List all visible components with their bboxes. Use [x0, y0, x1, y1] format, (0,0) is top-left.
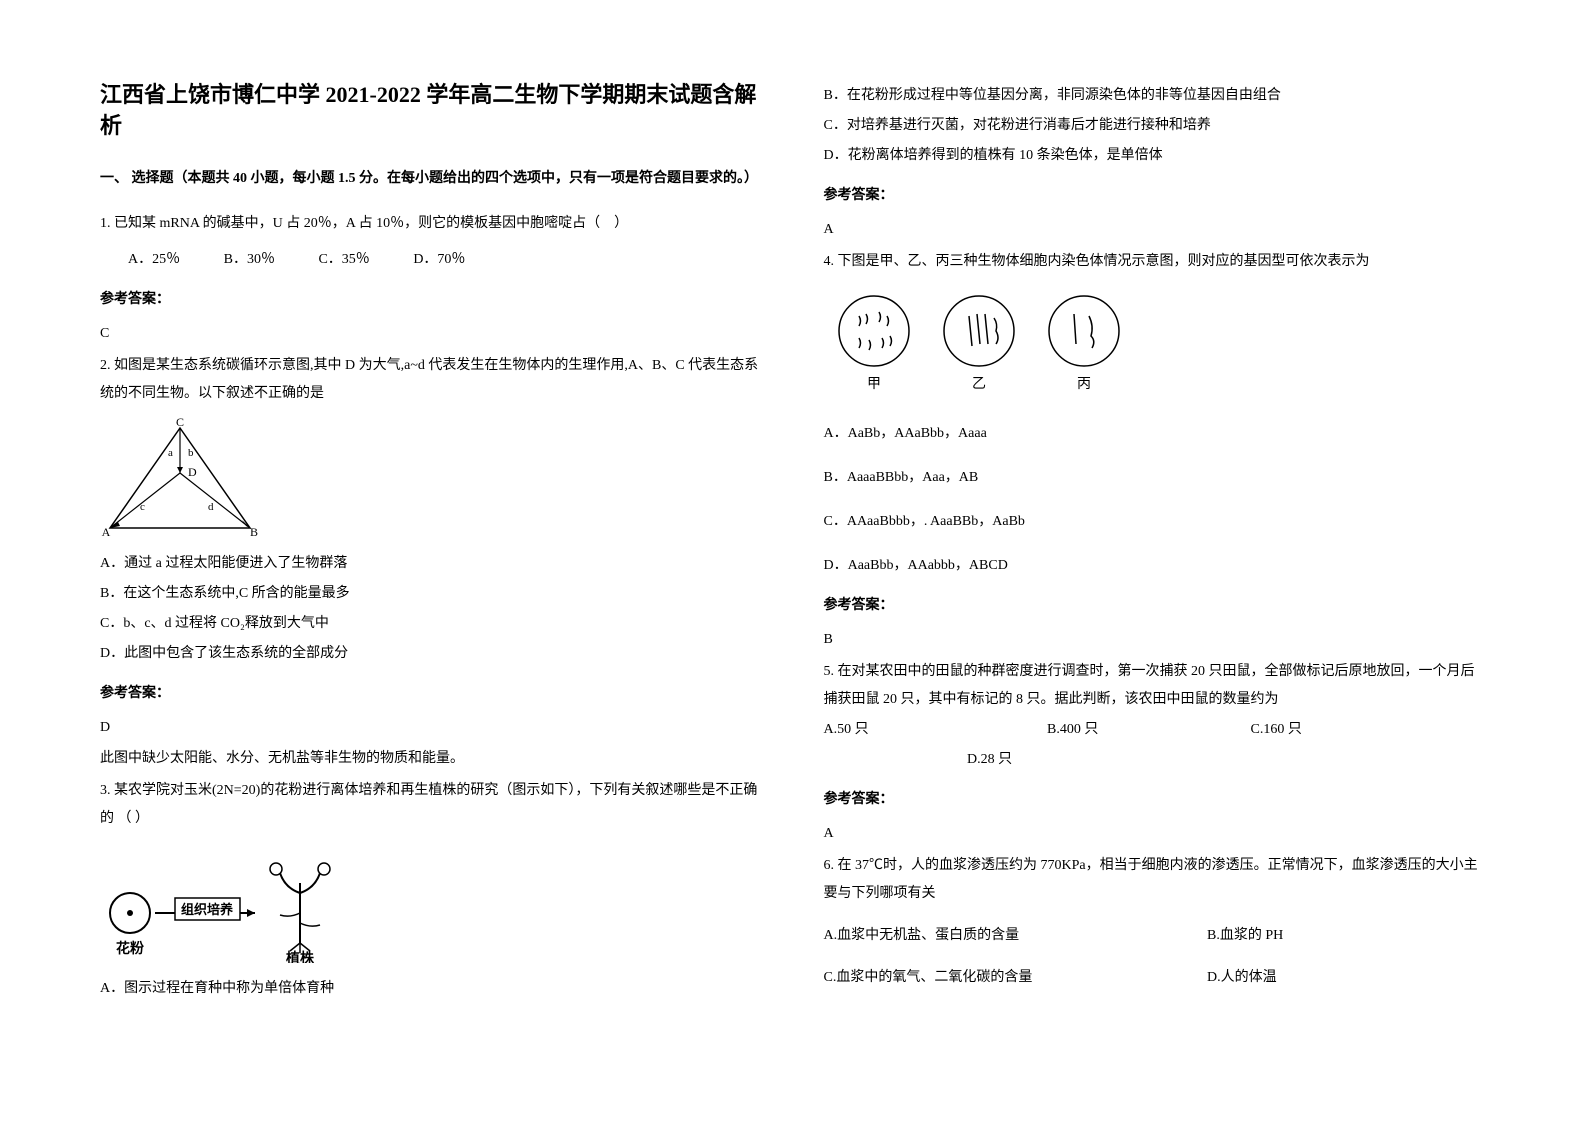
- q4-diagram: 甲 乙 丙: [824, 286, 1488, 396]
- q3-opt-a: A．图示过程在育种中称为单倍体育种: [100, 975, 764, 1003]
- q5-opt-b: B.400 只: [1047, 716, 1247, 744]
- q5-opt-c: C.160 只: [1251, 716, 1302, 744]
- q1-opt-a: A．25％: [128, 246, 180, 274]
- q1-opt-d: D．70％: [413, 246, 465, 274]
- svg-text:d: d: [208, 501, 214, 513]
- q1-answer: C: [100, 326, 764, 342]
- q1-opt-b: B．30％: [224, 246, 275, 274]
- svg-text:B: B: [250, 525, 258, 538]
- q5-options-row2: D.28 只: [824, 746, 1488, 774]
- q6-row2: C.血浆中的氧气、二氧化碳的含量 D.人的体温: [824, 964, 1488, 992]
- svg-text:植株: 植株: [285, 950, 315, 963]
- q3-diagram: 花粉 组织培养 植株: [100, 843, 764, 963]
- q1-options: A．25％ B．30％ C．35％ D．70％: [128, 246, 764, 274]
- q6-opt-a: A.血浆中无机盐、蛋白质的含量: [824, 922, 1204, 950]
- q4-opt-c: C．AAaaBbbb，. AaaBBb，AaBb: [824, 508, 1488, 536]
- q6-opt-c: C.血浆中的氧气、二氧化碳的含量: [824, 964, 1204, 992]
- left-column: 江西省上饶市博仁中学 2021-2022 学年高二生物下学期期末试题含解析 一、…: [100, 80, 764, 1082]
- q1-text: 1. 已知某 mRNA 的碱基中，U 占 20％，A 占 10％，则它的模板基因…: [100, 210, 764, 238]
- q2-text: 2. 如图是某生态系统碳循环示意图,其中 D 为大气,a~d 代表发生在生物体内…: [100, 352, 764, 408]
- q1-opt-c: C．35％: [318, 246, 369, 274]
- q3-answer: A: [824, 222, 1488, 238]
- q5-text: 5. 在对某农田中的田鼠的种群密度进行调查时，第一次捕获 20 只田鼠，全部做标…: [824, 658, 1488, 714]
- svg-text:A: A: [102, 525, 111, 538]
- q2-explanation: 此图中缺少太阳能、水分、无机盐等非生物的物质和能量。: [100, 746, 764, 771]
- svg-text:花粉: 花粉: [116, 940, 144, 957]
- svg-text:D: D: [188, 465, 197, 479]
- q2-answer: D: [100, 720, 764, 736]
- q4-answer-label: 参考答案：: [824, 594, 1488, 614]
- q6-opt-b: B.血浆的 PH: [1207, 922, 1283, 950]
- q6-text: 6. 在 37℃时，人的血浆渗透压约为 770KPa，相当于细胞内液的渗透压。正…: [824, 852, 1488, 908]
- q2-opt-c: C．b、c、d 过程将 CO₂释放到大气中: [100, 610, 764, 638]
- q4-opt-b: B．AaaaBBbb，Aaa，AB: [824, 464, 1488, 492]
- q2-opt-d: D．此图中包含了该生态系统的全部成分: [100, 640, 764, 668]
- q5-options-row1: A.50 只 B.400 只 C.160 只: [824, 716, 1488, 744]
- svg-text:b: b: [188, 447, 194, 459]
- svg-text:甲: 甲: [867, 377, 881, 392]
- q6-opt-d: D.人的体温: [1207, 964, 1277, 992]
- svg-text:a: a: [168, 447, 173, 459]
- svg-text:组织培养: 组织培养: [181, 902, 234, 917]
- q4-opt-a: A．AaBb，AAaBbb，Aaaa: [824, 420, 1488, 448]
- q5-opt-a: A.50 只: [824, 716, 1044, 744]
- q2-diagram: C A B D a b c d: [100, 418, 764, 538]
- q5-answer-label: 参考答案：: [824, 788, 1488, 808]
- document-title: 江西省上饶市博仁中学 2021-2022 学年高二生物下学期期末试题含解析: [100, 80, 764, 142]
- q3-opt-c: C．对培养基进行灭菌，对花粉进行消毒后才能进行接种和培养: [824, 112, 1488, 140]
- q2-answer-label: 参考答案：: [100, 682, 764, 702]
- q6-row1: A.血浆中无机盐、蛋白质的含量 B.血浆的 PH: [824, 922, 1488, 950]
- q3-answer-label: 参考答案：: [824, 184, 1488, 204]
- q4-opt-d: D．AaaBbb，AAabbb，ABCD: [824, 552, 1488, 580]
- q4-answer: B: [824, 632, 1488, 648]
- q1-answer-label: 参考答案：: [100, 288, 764, 308]
- q4-text: 4. 下图是甲、乙、丙三种生物体细胞内染色体情况示意图，则对应的基因型可依次表示…: [824, 248, 1488, 276]
- q2-opt-a: A．通过 a 过程太阳能便进入了生物群落: [100, 550, 764, 578]
- q2-opt-b: B．在这个生态系统中,C 所含的能量最多: [100, 580, 764, 608]
- svg-text:c: c: [140, 501, 145, 513]
- q3-opt-b: B．在花粉形成过程中等位基因分离，非同源染色体的非等位基因自由组合: [824, 82, 1488, 110]
- section-header: 一、 选择题（本题共 40 小题，每小题 1.5 分。在每小题给出的四个选项中，…: [100, 168, 764, 190]
- svg-text:丙: 丙: [1077, 377, 1091, 392]
- q3-text: 3. 某农学院对玉米(2N=20)的花粉进行离体培养和再生植株的研究（图示如下）…: [100, 777, 764, 833]
- q5-opt-d: D.28 只: [967, 746, 1012, 774]
- svg-text:C: C: [176, 418, 184, 429]
- right-column: B．在花粉形成过程中等位基因分离，非同源染色体的非等位基因自由组合 C．对培养基…: [824, 80, 1488, 1082]
- svg-text:乙: 乙: [972, 376, 986, 392]
- q5-answer: A: [824, 826, 1488, 842]
- q3-opt-d: D．花粉离体培养得到的植株有 10 条染色体，是单倍体: [824, 142, 1488, 170]
